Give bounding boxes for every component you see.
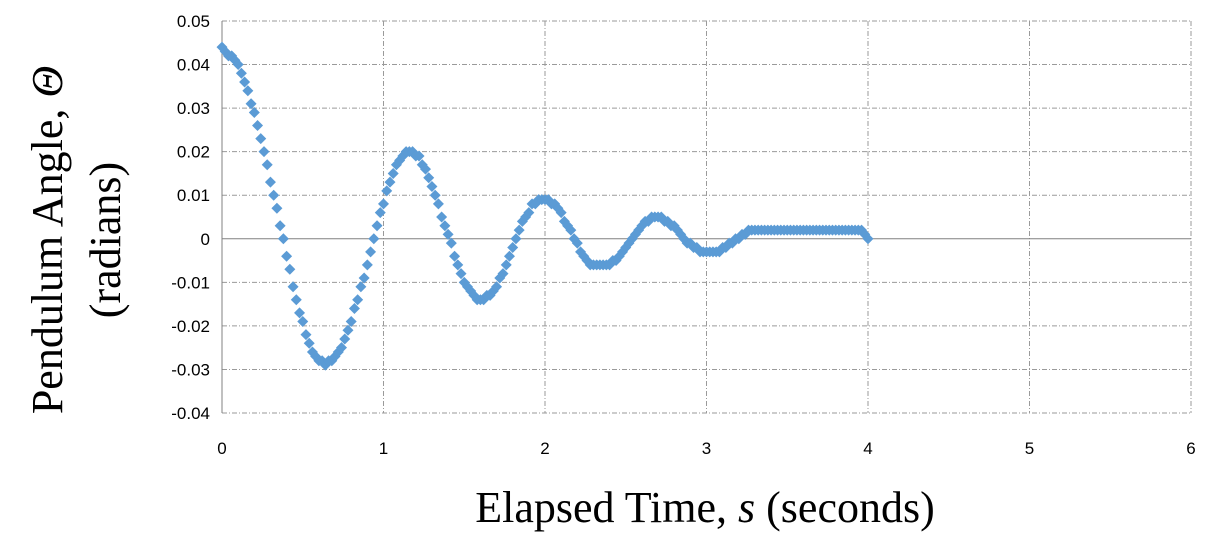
y-tick-label: 0.01: [177, 186, 210, 205]
y-tick-label: -0.01: [171, 273, 210, 292]
zero-axis-layer: [221, 21, 1191, 413]
data-point: [510, 233, 522, 245]
data-point: [336, 342, 348, 354]
data-point: [294, 307, 306, 319]
data-point: [491, 281, 503, 293]
data-point: [277, 233, 289, 245]
x-tick-label: 2: [540, 439, 549, 458]
data-point: [371, 220, 383, 232]
data-point: [261, 159, 273, 171]
data-point: [232, 59, 244, 71]
data-point: [610, 255, 622, 267]
data-point: [258, 146, 270, 158]
data-point: [281, 250, 293, 262]
data-point: [268, 189, 280, 201]
data-point: [355, 281, 367, 293]
data-point: [429, 189, 441, 201]
data-point: [264, 176, 276, 188]
y-tick-label: 0.02: [177, 143, 210, 162]
data-point: [555, 207, 567, 219]
data-point: [497, 268, 509, 280]
data-point: [358, 272, 370, 284]
data-point: [439, 220, 451, 232]
y-axis-title-text: Pendulum Angle,: [23, 98, 72, 415]
data-point: [235, 67, 247, 79]
data-point: [387, 167, 399, 179]
data-point: [348, 302, 360, 314]
data-point: [242, 85, 254, 97]
data-point: [368, 233, 380, 245]
data-point: [384, 176, 396, 188]
data-point: [342, 324, 354, 336]
data-point: [513, 224, 525, 236]
data-point: [255, 133, 267, 145]
y-axis-title-line2: (radians): [81, 162, 130, 318]
data-point: [452, 259, 464, 271]
data-point: [271, 202, 283, 214]
data-point: [303, 337, 315, 349]
data-point: [445, 237, 457, 249]
y-tick-label: -0.04: [171, 404, 210, 423]
y-tick-label: 0.05: [177, 12, 210, 31]
data-point: [339, 333, 351, 345]
data-point: [571, 237, 583, 249]
data-point: [287, 281, 299, 293]
data-point: [381, 185, 393, 197]
data-point: [345, 316, 357, 328]
chart-series-points: [216, 41, 874, 371]
y-tick-label: -0.03: [171, 360, 210, 379]
x-axis-title-unit: (seconds): [755, 483, 935, 532]
data-point: [252, 120, 264, 132]
data-point: [361, 259, 373, 271]
data-point: [290, 294, 302, 306]
data-point: [432, 198, 444, 210]
data-point: [413, 150, 425, 162]
x-axis-title-text: Elapsed Time,: [475, 483, 738, 532]
chart-grid: [222, 20, 1192, 414]
x-tick-label: 3: [702, 439, 711, 458]
data-point: [436, 211, 448, 223]
x-axis-title: Elapsed Time, s (seconds): [475, 483, 935, 532]
x-tick-label: 1: [379, 439, 388, 458]
data-point: [297, 316, 309, 328]
data-point: [374, 207, 386, 219]
data-point: [245, 98, 257, 110]
y-tick-label: 0.03: [177, 99, 210, 118]
data-point: [248, 106, 260, 118]
y-tick-label: 0: [201, 230, 210, 249]
x-tick-label: 0: [217, 439, 226, 458]
data-point: [284, 263, 296, 275]
x-tick-label: 4: [863, 439, 872, 458]
data-point: [423, 172, 435, 184]
data-point: [442, 228, 454, 240]
data-point: [500, 259, 512, 271]
data-point: [523, 207, 535, 219]
y-tick-label: 0.04: [177, 56, 210, 75]
y-tick-label: -0.02: [171, 317, 210, 336]
x-axis-tick-labels: 0 1 2 3 4 5 6: [217, 439, 1195, 458]
data-point: [455, 268, 467, 280]
data-point: [426, 181, 438, 193]
data-point: [274, 220, 286, 232]
x-tick-label: 5: [1025, 439, 1034, 458]
data-point: [862, 233, 874, 245]
y-axis-title-variable: Θ: [23, 66, 72, 98]
x-axis-title-variable: s: [738, 483, 755, 532]
y-axis-title-line1: Pendulum Angle, Θ: [23, 66, 72, 414]
data-point: [239, 76, 251, 88]
data-point: [565, 224, 577, 236]
data-point: [419, 163, 431, 175]
data-point: [449, 250, 461, 262]
data-point: [352, 294, 364, 306]
x-tick-label: 6: [1186, 439, 1195, 458]
data-point: [378, 198, 389, 210]
data-point: [613, 250, 625, 262]
y-axis-tick-labels: 0.05 0.04 0.03 0.02 0.01 0 -0.01 -0.02 -0.03 -0.0…: [171, 12, 210, 423]
data-point: [503, 250, 515, 262]
data-point: [507, 241, 519, 253]
data-point: [365, 246, 377, 258]
data-point: [300, 329, 312, 341]
